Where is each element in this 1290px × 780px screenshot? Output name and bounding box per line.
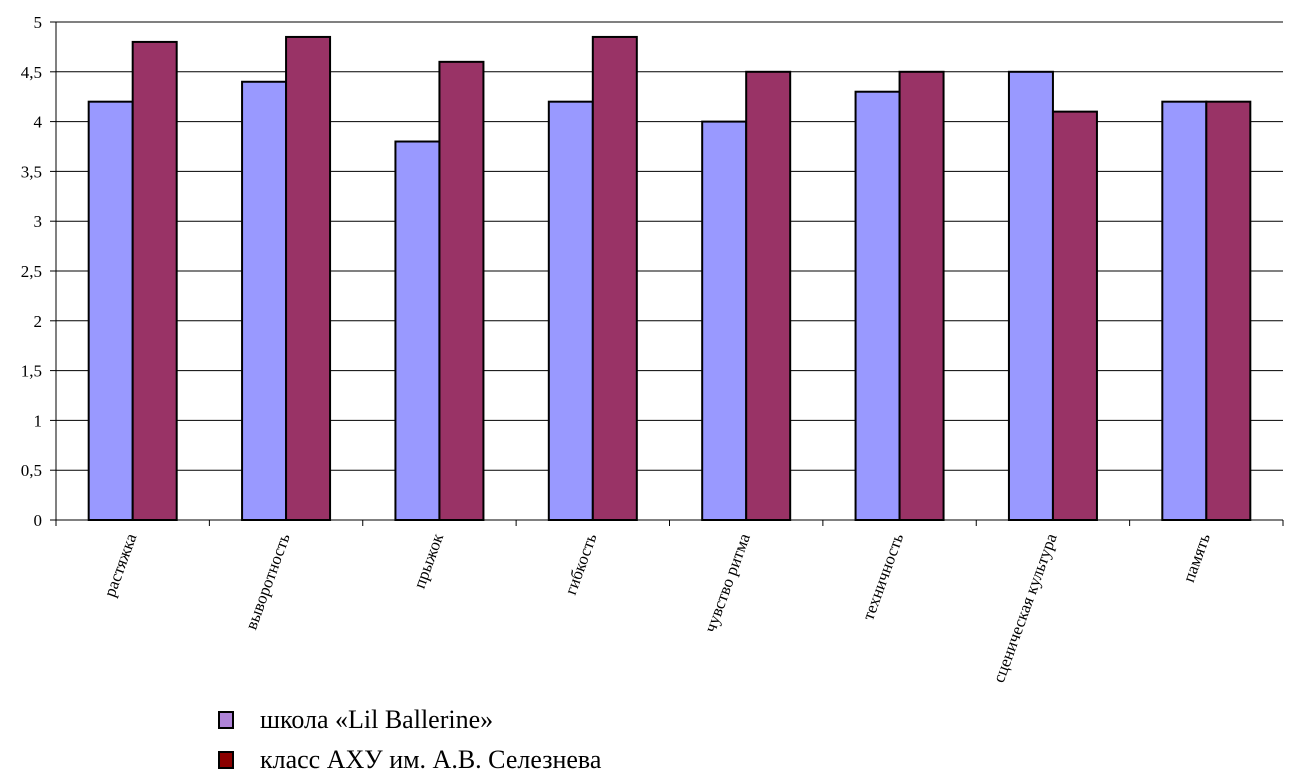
y-tick-label: 0 xyxy=(34,511,43,530)
bar-series-2-4 xyxy=(591,35,638,521)
x-tick-label: техничность xyxy=(858,531,907,623)
bar-series-1-2 xyxy=(241,80,288,521)
y-tick-label: 1,5 xyxy=(21,362,42,381)
y-tick-label: 4,5 xyxy=(21,63,42,82)
legend-item-series-1: школа «Lil Ballerine» xyxy=(218,700,601,740)
y-tick-label: 0,5 xyxy=(21,461,42,480)
bar-series-1-8 xyxy=(1161,100,1208,522)
y-tick-label: 1 xyxy=(34,411,43,430)
y-tick-label: 3,5 xyxy=(21,162,42,181)
bar-series-2-6 xyxy=(898,70,945,522)
y-tick-label: 5 xyxy=(34,13,43,32)
x-tick-label: чувство ритма xyxy=(701,530,755,634)
x-tick-label: память xyxy=(1179,531,1214,585)
bar-series-1-7 xyxy=(1007,70,1054,522)
bar-series-2-3 xyxy=(438,60,485,522)
bar-series-2-1 xyxy=(131,40,178,521)
y-tick-label: 2 xyxy=(34,312,43,331)
bar-series-2-8 xyxy=(1205,100,1252,522)
bar-series-2-5 xyxy=(745,70,792,522)
bar-series-2-2 xyxy=(285,35,332,521)
bar-series-1-1 xyxy=(87,100,134,522)
bar-series-1-6 xyxy=(854,90,901,521)
x-tick-label: гибкость xyxy=(561,531,601,598)
bar-series-1-5 xyxy=(701,120,748,521)
legend-swatch-series-2 xyxy=(218,751,234,769)
legend-swatch-series-1 xyxy=(218,711,234,729)
legend-label-series-2: класс АХУ им. А.В. Селезнева xyxy=(260,745,602,774)
legend-item-series-2: класс АХУ им. А.В. Селезнева xyxy=(218,740,601,780)
y-tick-label: 3 xyxy=(34,212,43,231)
y-tick-label: 4 xyxy=(34,113,43,132)
y-tick-label: 2,5 xyxy=(21,262,42,281)
bar-series-1-3 xyxy=(394,140,441,522)
x-tick-label: растяжка xyxy=(100,530,141,599)
legend-label-series-1: школа «Lil Ballerine» xyxy=(260,705,494,734)
x-tick-label: прыжок xyxy=(410,530,448,591)
x-tick-label: выворотность xyxy=(241,531,293,632)
bar-series-2-7 xyxy=(1051,110,1098,521)
legend: школа «Lil Ballerine» класс АХУ им. А.В.… xyxy=(218,700,601,780)
bar-series-1-4 xyxy=(547,100,594,522)
bar-chart: 0 0,5 1 1,5 2 2,5 3 3,5 4 4,5 5 растяжка выворотност… xyxy=(21,13,1284,685)
x-tick-label: сценическая культура xyxy=(989,530,1061,685)
